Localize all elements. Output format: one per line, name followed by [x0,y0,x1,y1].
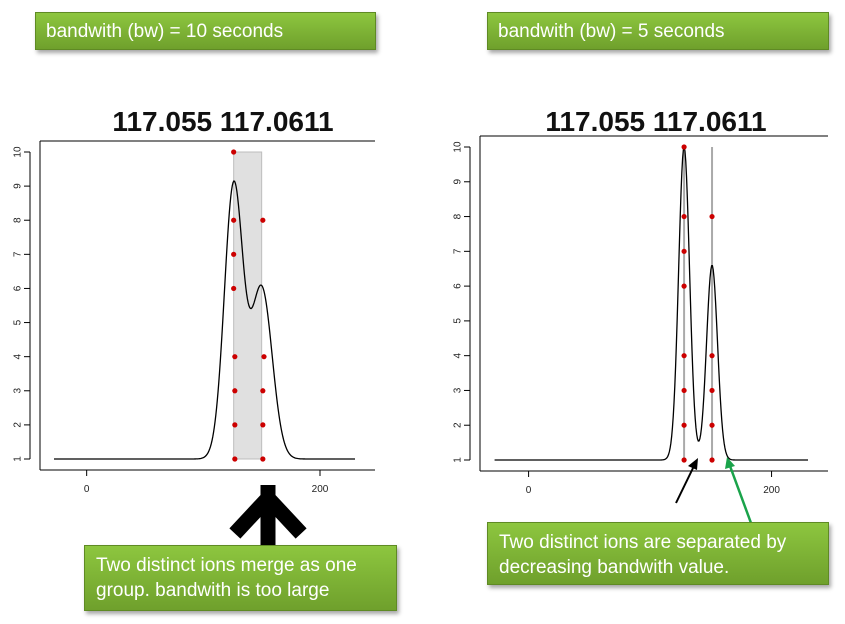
left-point-10 [261,354,267,360]
left-x-tick-label-0: 0 [84,484,90,495]
right-point-8 [681,457,687,463]
right-point-10 [709,353,715,359]
right-point-3 [681,248,687,254]
left-point-13 [260,456,266,462]
left-y-tick-label-1: 1 [13,456,24,462]
right-point-13 [709,457,715,463]
right-y-tick-label-3: 3 [453,387,464,393]
right-y-tick-label-4: 4 [453,352,464,358]
right-y-tick-label-5: 5 [453,318,464,324]
left-y-tick-label-9: 9 [13,183,24,189]
right-point-11 [709,387,715,394]
right-y-tick-label-6: 6 [453,283,464,289]
right-point-1 [681,144,687,150]
left-note: Two distinct ions merge as one group. ba… [84,545,397,611]
right-x-tick-label-200: 200 [763,485,780,496]
left-point-4 [231,285,237,292]
left-y-tick-label-5: 5 [13,319,24,325]
left-y-tick-label-7: 7 [13,251,24,257]
left-point-12 [260,422,266,428]
right-point-6 [681,387,687,394]
left-y-tick-label-2: 2 [13,422,24,428]
left-y-tick-label-8: 8 [13,217,24,223]
left-y-tick-label-4: 4 [13,353,24,359]
green-pointer-arrow [725,457,753,524]
left-x-tick-label-200: 200 [312,484,329,495]
right-y-tick-label-1: 1 [453,457,464,463]
left-point-11 [260,388,266,394]
right-y-tick-label-2: 2 [453,422,464,428]
left-point-9 [260,217,266,223]
left-y-tick-label-10: 10 [13,146,24,158]
left-point-1 [231,149,237,155]
left-point-3 [231,251,237,257]
right-x-tick-label-0: 0 [526,485,532,496]
right-note: Two distinct ions are separated by decre… [487,522,829,585]
right-y-tick-label-7: 7 [453,248,464,254]
right-point-7 [681,422,687,428]
right-point-4 [681,283,687,289]
big-up-arrow [229,485,307,548]
right-density-line [494,144,808,461]
left-point-7 [232,422,238,428]
right-chart-title: 117.055 117.0611 [545,106,767,137]
right-point-2 [681,213,687,220]
black-pointer-arrow [675,458,698,504]
left-y-tick-label-3: 3 [13,388,24,394]
right-y-tick-label-10: 10 [453,141,464,153]
right-bandwidth-label: bandwith (bw) = 5 seconds [487,12,829,50]
right-y-tick-label-8: 8 [453,213,464,219]
right-y-tick-label-9: 9 [453,179,464,185]
left-bandwidth-label: bandwith (bw) = 10 seconds [35,12,376,50]
left-chart-title: 117.055 117.0611 [112,106,334,137]
left-density-line [54,180,355,460]
left-y-tick-label-6: 6 [13,285,24,291]
left-point-2 [231,217,237,223]
left-point-6 [232,388,238,394]
right-point-5 [681,353,687,359]
right-point-12 [709,422,715,428]
left-point-8 [232,456,238,462]
right-point-9 [709,213,715,220]
left-point-5 [232,354,238,360]
